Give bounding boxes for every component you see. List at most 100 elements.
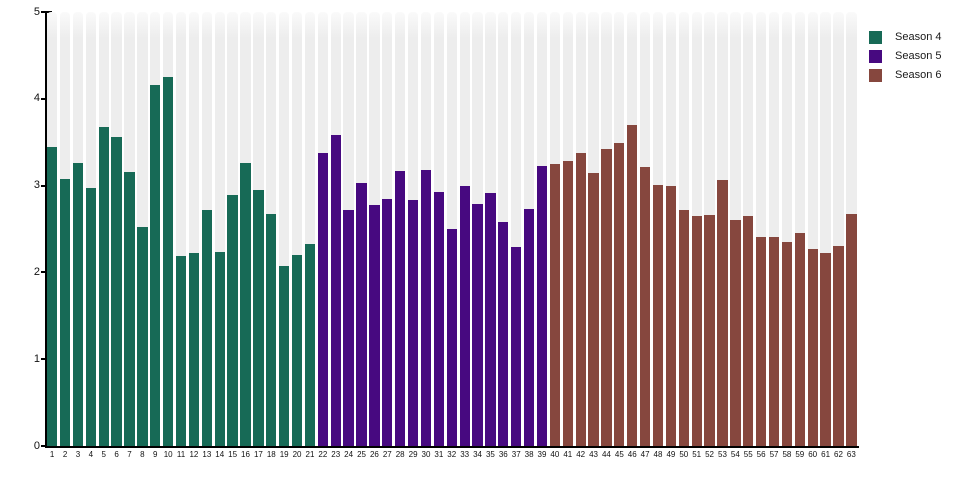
bar-slot (575, 12, 586, 446)
x-tick-label: 42 (576, 450, 586, 459)
bar (382, 198, 393, 446)
bar (614, 143, 625, 446)
x-tick-label: 59 (795, 450, 805, 459)
bar (446, 229, 457, 446)
bar-slot (279, 12, 290, 446)
bar-slot (214, 12, 225, 446)
bar (691, 215, 702, 446)
bar (485, 192, 496, 446)
bar-slot (137, 12, 148, 446)
y-tick-label: 2 (33, 265, 40, 278)
x-tick-label: 44 (601, 450, 611, 459)
bar (459, 185, 470, 446)
x-tick-label: 19 (279, 450, 289, 459)
bar-slot (601, 12, 612, 446)
x-tick-label: 40 (550, 450, 560, 459)
legend-label: Season 5 (895, 50, 942, 62)
x-tick-label: 35 (485, 450, 495, 459)
y-tick-label: 5 (33, 5, 40, 18)
bar (59, 178, 71, 446)
bar (163, 77, 174, 446)
bar (743, 215, 754, 446)
x-tick-label: 24 (344, 450, 354, 459)
bar-slot (588, 12, 599, 446)
bar (266, 214, 277, 446)
bar (137, 227, 148, 446)
bar (124, 171, 135, 446)
bar-slot (433, 12, 445, 446)
x-tick-label: 27 (382, 450, 392, 459)
x-tick-label: 54 (730, 450, 740, 459)
bar (820, 253, 831, 446)
bar-slot (820, 12, 831, 446)
bar (717, 179, 728, 446)
bar-slot (369, 12, 380, 446)
y-tick-mark (41, 11, 52, 13)
x-tick-label: 53 (718, 450, 727, 459)
bar-slot (175, 12, 187, 446)
bar (665, 186, 677, 446)
bar (407, 199, 419, 446)
x-tick-label: 46 (627, 450, 637, 459)
legend: Season 4 Season 5 Season 6 (869, 31, 941, 88)
y-tick-mark (41, 97, 52, 100)
legend-item-season-6: Season 6 (869, 69, 941, 82)
x-axis-labels: 1 2 3 4 5 6 7 8 9 10 11 12 13 14 15 16 17 18 19 20 21 22 23 24 2… (47, 450, 857, 460)
x-tick-label: 47 (640, 450, 650, 459)
bar-slot (227, 12, 238, 446)
x-tick-label: 52 (705, 450, 715, 459)
x-tick-label: 43 (589, 450, 598, 459)
bar-slot (304, 12, 316, 446)
bar-slot (549, 12, 561, 446)
bar-slot (755, 12, 767, 446)
legend-swatch-season-4 (869, 31, 882, 44)
bar-slot (717, 12, 728, 446)
x-tick-label: 33 (460, 450, 470, 459)
bar (627, 124, 638, 446)
bar (575, 153, 586, 446)
bar-slot (201, 12, 212, 446)
bar (175, 255, 187, 446)
x-tick-label: 56 (756, 450, 766, 459)
x-tick-label: 11 (176, 450, 186, 459)
bar-slot (665, 12, 677, 446)
x-tick-label: 6 (114, 450, 119, 459)
x-tick-label: 28 (395, 450, 405, 459)
bar (639, 166, 651, 446)
bar-slot (833, 12, 844, 446)
bar (356, 183, 367, 446)
bar-slot (420, 12, 432, 446)
bar-slot (47, 12, 58, 446)
bar-slot (846, 12, 857, 446)
x-tick-label: 60 (808, 450, 818, 459)
y-tick-mark (41, 271, 52, 274)
x-tick-label: 51 (692, 450, 702, 459)
x-tick-label: 58 (782, 450, 792, 459)
bar-slot (446, 12, 457, 446)
bar (201, 209, 212, 446)
bar-slot (150, 12, 161, 446)
x-tick-label: 22 (318, 450, 328, 459)
legend-item-season-5: Season 5 (869, 50, 941, 63)
bar-slot (614, 12, 625, 446)
bar (678, 209, 689, 446)
x-tick-label: 8 (140, 450, 145, 459)
legend-swatch-season-5 (869, 50, 882, 63)
bar-slot (111, 12, 122, 446)
y-tick-label: 3 (33, 179, 40, 192)
x-tick-label: 5 (101, 450, 106, 459)
bar (523, 209, 535, 446)
x-tick-label: 55 (743, 450, 753, 459)
legend-swatch-season-6 (869, 69, 882, 82)
bar (395, 170, 406, 446)
bar-slot (730, 12, 741, 446)
bar-slot (678, 12, 689, 446)
bar (472, 203, 483, 446)
bar (98, 127, 109, 446)
bar-slot (794, 12, 805, 446)
bar-slot (768, 12, 780, 446)
bar (85, 188, 96, 446)
bar-slot (343, 12, 354, 446)
bar (317, 153, 328, 446)
x-tick-label: 50 (679, 450, 689, 459)
